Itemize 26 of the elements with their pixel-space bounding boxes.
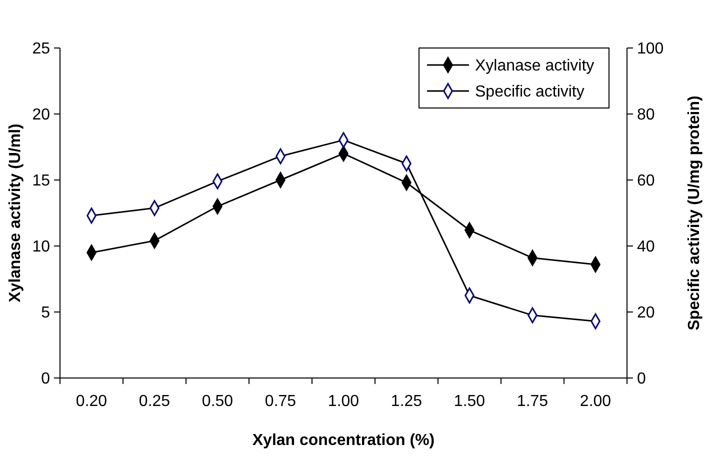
y2-tick-label: 0 xyxy=(637,370,646,388)
y-tick-label: 20 xyxy=(32,106,50,124)
y2-axis-title: Specific activity (U/mg protein) xyxy=(686,96,703,330)
x-tick-label: 1.00 xyxy=(328,393,360,410)
y-axis-title: Xylanase activity (U/ml) xyxy=(7,124,24,302)
x-tick-label: 2.00 xyxy=(580,393,612,410)
legend-label: Xylanase activity xyxy=(475,58,594,75)
x-tick-label: 0.75 xyxy=(264,393,296,410)
y-tick-label: 5 xyxy=(41,304,50,322)
legend-label: Specific activity xyxy=(475,84,584,101)
x-tick-label: 1.25 xyxy=(390,393,422,410)
y-tick-label: 10 xyxy=(32,238,50,256)
x-tick-label: 0.20 xyxy=(76,393,108,410)
y2-tick-label: 40 xyxy=(637,238,655,256)
x-tick-label: 1.50 xyxy=(454,393,486,410)
y-tick-label: 25 xyxy=(32,40,50,58)
x-tick-label: 1.75 xyxy=(516,393,548,410)
y-tick-label: 15 xyxy=(32,172,50,190)
x-tick-label: 0.25 xyxy=(138,393,170,410)
y2-tick-label: 100 xyxy=(637,40,664,58)
y2-tick-label: 20 xyxy=(637,304,655,322)
x-axis-title: Xylan concentration (%) xyxy=(252,432,435,449)
x-tick-label: 0.50 xyxy=(202,393,234,410)
y-tick-label: 0 xyxy=(41,370,50,388)
y2-tick-label: 80 xyxy=(637,106,655,124)
y2-tick-label: 60 xyxy=(637,172,655,190)
